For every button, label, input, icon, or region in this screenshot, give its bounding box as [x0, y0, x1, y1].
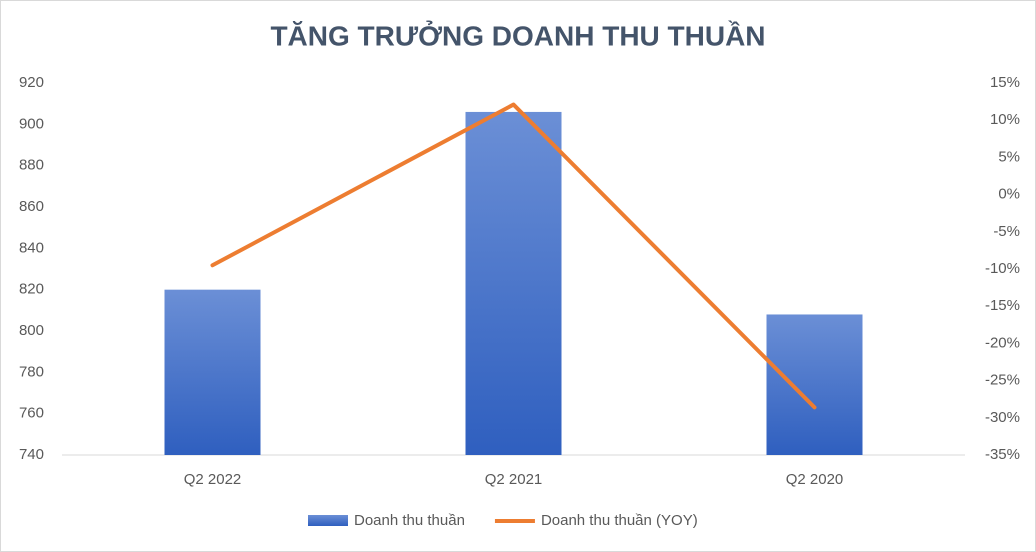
y2-tick-label: -15% — [985, 297, 1020, 314]
y-tick-label: 880 — [19, 157, 44, 174]
y-tick-label: 760 — [19, 405, 44, 422]
y2-tick-label: 15% — [990, 74, 1020, 91]
y-tick-label: 840 — [19, 239, 44, 256]
y2-tick-label: -35% — [985, 446, 1020, 463]
bar — [766, 314, 863, 455]
x-tick-label: Q2 2021 — [485, 471, 543, 488]
y-tick-label: 920 — [19, 74, 44, 91]
line — [210, 102, 817, 410]
y-tick-label: 800 — [19, 322, 44, 339]
y2-tick-label: -10% — [985, 260, 1020, 277]
y-tick-label: 740 — [19, 446, 44, 463]
y-tick-label: 900 — [19, 115, 44, 132]
y-tick-label: 860 — [19, 198, 44, 215]
y2-tick-label: 5% — [998, 148, 1020, 165]
x-tick-label: Q2 2020 — [786, 471, 844, 488]
legend-swatch — [308, 515, 348, 526]
y2-tick-label: 10% — [990, 111, 1020, 128]
x-tick-label: Q2 2022 — [184, 471, 242, 488]
legend-label: Doanh thu thuần — [354, 512, 465, 529]
legend-label: Doanh thu thuần (YOY) — [541, 512, 698, 529]
bar — [164, 289, 261, 455]
y-tick-label: 780 — [19, 363, 44, 380]
chart-title: TĂNG TRƯỞNG DOANH THU THUẦN — [270, 19, 765, 51]
y2-tick-label: -30% — [985, 409, 1020, 426]
y2-tick-label: -5% — [993, 223, 1020, 240]
y2-tick-label: 0% — [998, 186, 1020, 203]
bar — [465, 111, 562, 455]
y2-tick-label: -20% — [985, 334, 1020, 351]
y-tick-label: 820 — [19, 281, 44, 298]
y2-tick-label: -25% — [985, 372, 1020, 389]
